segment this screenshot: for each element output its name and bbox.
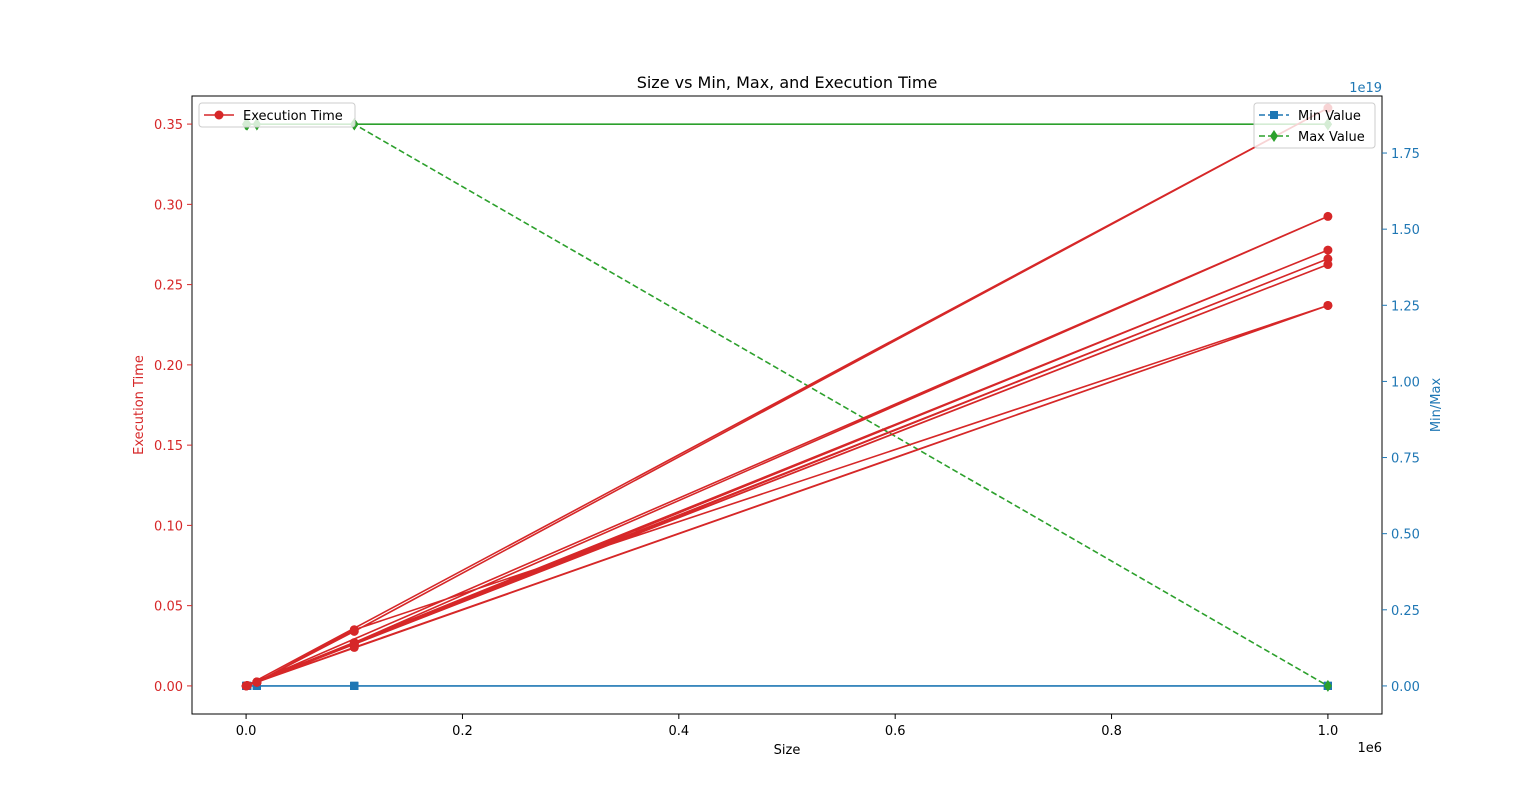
legend-max-value-marker xyxy=(1270,130,1278,142)
x-tick-label: 1.0 xyxy=(1318,724,1339,739)
execution-time-point xyxy=(1323,245,1333,255)
min-value-point xyxy=(350,681,359,690)
execution-time-point xyxy=(242,681,252,691)
left-tick-label: 0.15 xyxy=(154,439,183,454)
left-tick-label: 0.30 xyxy=(154,198,183,213)
plot-frame xyxy=(191,95,1383,715)
execution-time-point xyxy=(349,642,359,652)
execution-time-point xyxy=(252,677,262,687)
legend-left: Execution Time xyxy=(198,102,356,128)
right-tick-label: 1.75 xyxy=(1391,147,1420,162)
legend-right: Min Value Max Value xyxy=(1253,102,1376,149)
right-tick-label: 0.25 xyxy=(1391,604,1420,619)
x-tick-label: 0.8 xyxy=(1101,724,1122,739)
left-tick-label: 0.20 xyxy=(154,359,183,374)
execution-time-point xyxy=(1323,260,1333,270)
right-tick-label: 0.00 xyxy=(1391,680,1420,695)
legend-min-value-label: Min Value xyxy=(1298,109,1361,124)
right-tick-label: 0.75 xyxy=(1391,452,1420,467)
right-axis-label: Min/Max xyxy=(1429,378,1444,433)
x-tick-label: 0.0 xyxy=(236,724,257,739)
chart-title: Size vs Min, Max, and Execution Time xyxy=(637,73,938,92)
right-tick-label: 1.25 xyxy=(1391,299,1420,314)
execution-time-point xyxy=(1323,211,1333,221)
max-value-point xyxy=(1323,679,1332,692)
x-axis-label: Size xyxy=(774,743,801,758)
right-tick-label: 0.50 xyxy=(1391,528,1420,543)
right-tick-label: 1.50 xyxy=(1391,223,1420,238)
axes-layer: 0.0 0.2 0.4 0.6 0.8 1.0 0.00 0.05 0.10 0.15 0.20 0.… xyxy=(154,118,1420,739)
left-axis-label: Execution Time xyxy=(132,355,147,455)
left-tick-label: 0.35 xyxy=(154,118,183,133)
right-axis-offset: 1e19 xyxy=(1349,81,1382,96)
legend-min-value-marker xyxy=(1270,111,1278,119)
x-axis-offset: 1e6 xyxy=(1357,741,1382,756)
legend-max-value-label: Max Value xyxy=(1298,130,1365,145)
right-tick-label: 1.00 xyxy=(1391,375,1420,390)
left-tick-label: 0.00 xyxy=(154,680,183,695)
legend-left-box xyxy=(198,102,356,128)
left-tick-label: 0.05 xyxy=(154,600,183,615)
x-tick-label: 0.4 xyxy=(668,724,689,739)
legend-right-box xyxy=(1253,102,1376,149)
left-tick-label: 0.25 xyxy=(154,279,183,294)
legend-execution-time-marker xyxy=(214,110,224,120)
left-tick-label: 0.10 xyxy=(154,519,183,534)
x-tick-label: 0.2 xyxy=(452,724,473,739)
execution-time-point xyxy=(1323,300,1333,310)
x-tick-label: 0.6 xyxy=(885,724,906,739)
legend-execution-time-label: Execution Time xyxy=(243,109,343,124)
execution-time-point xyxy=(349,625,359,635)
